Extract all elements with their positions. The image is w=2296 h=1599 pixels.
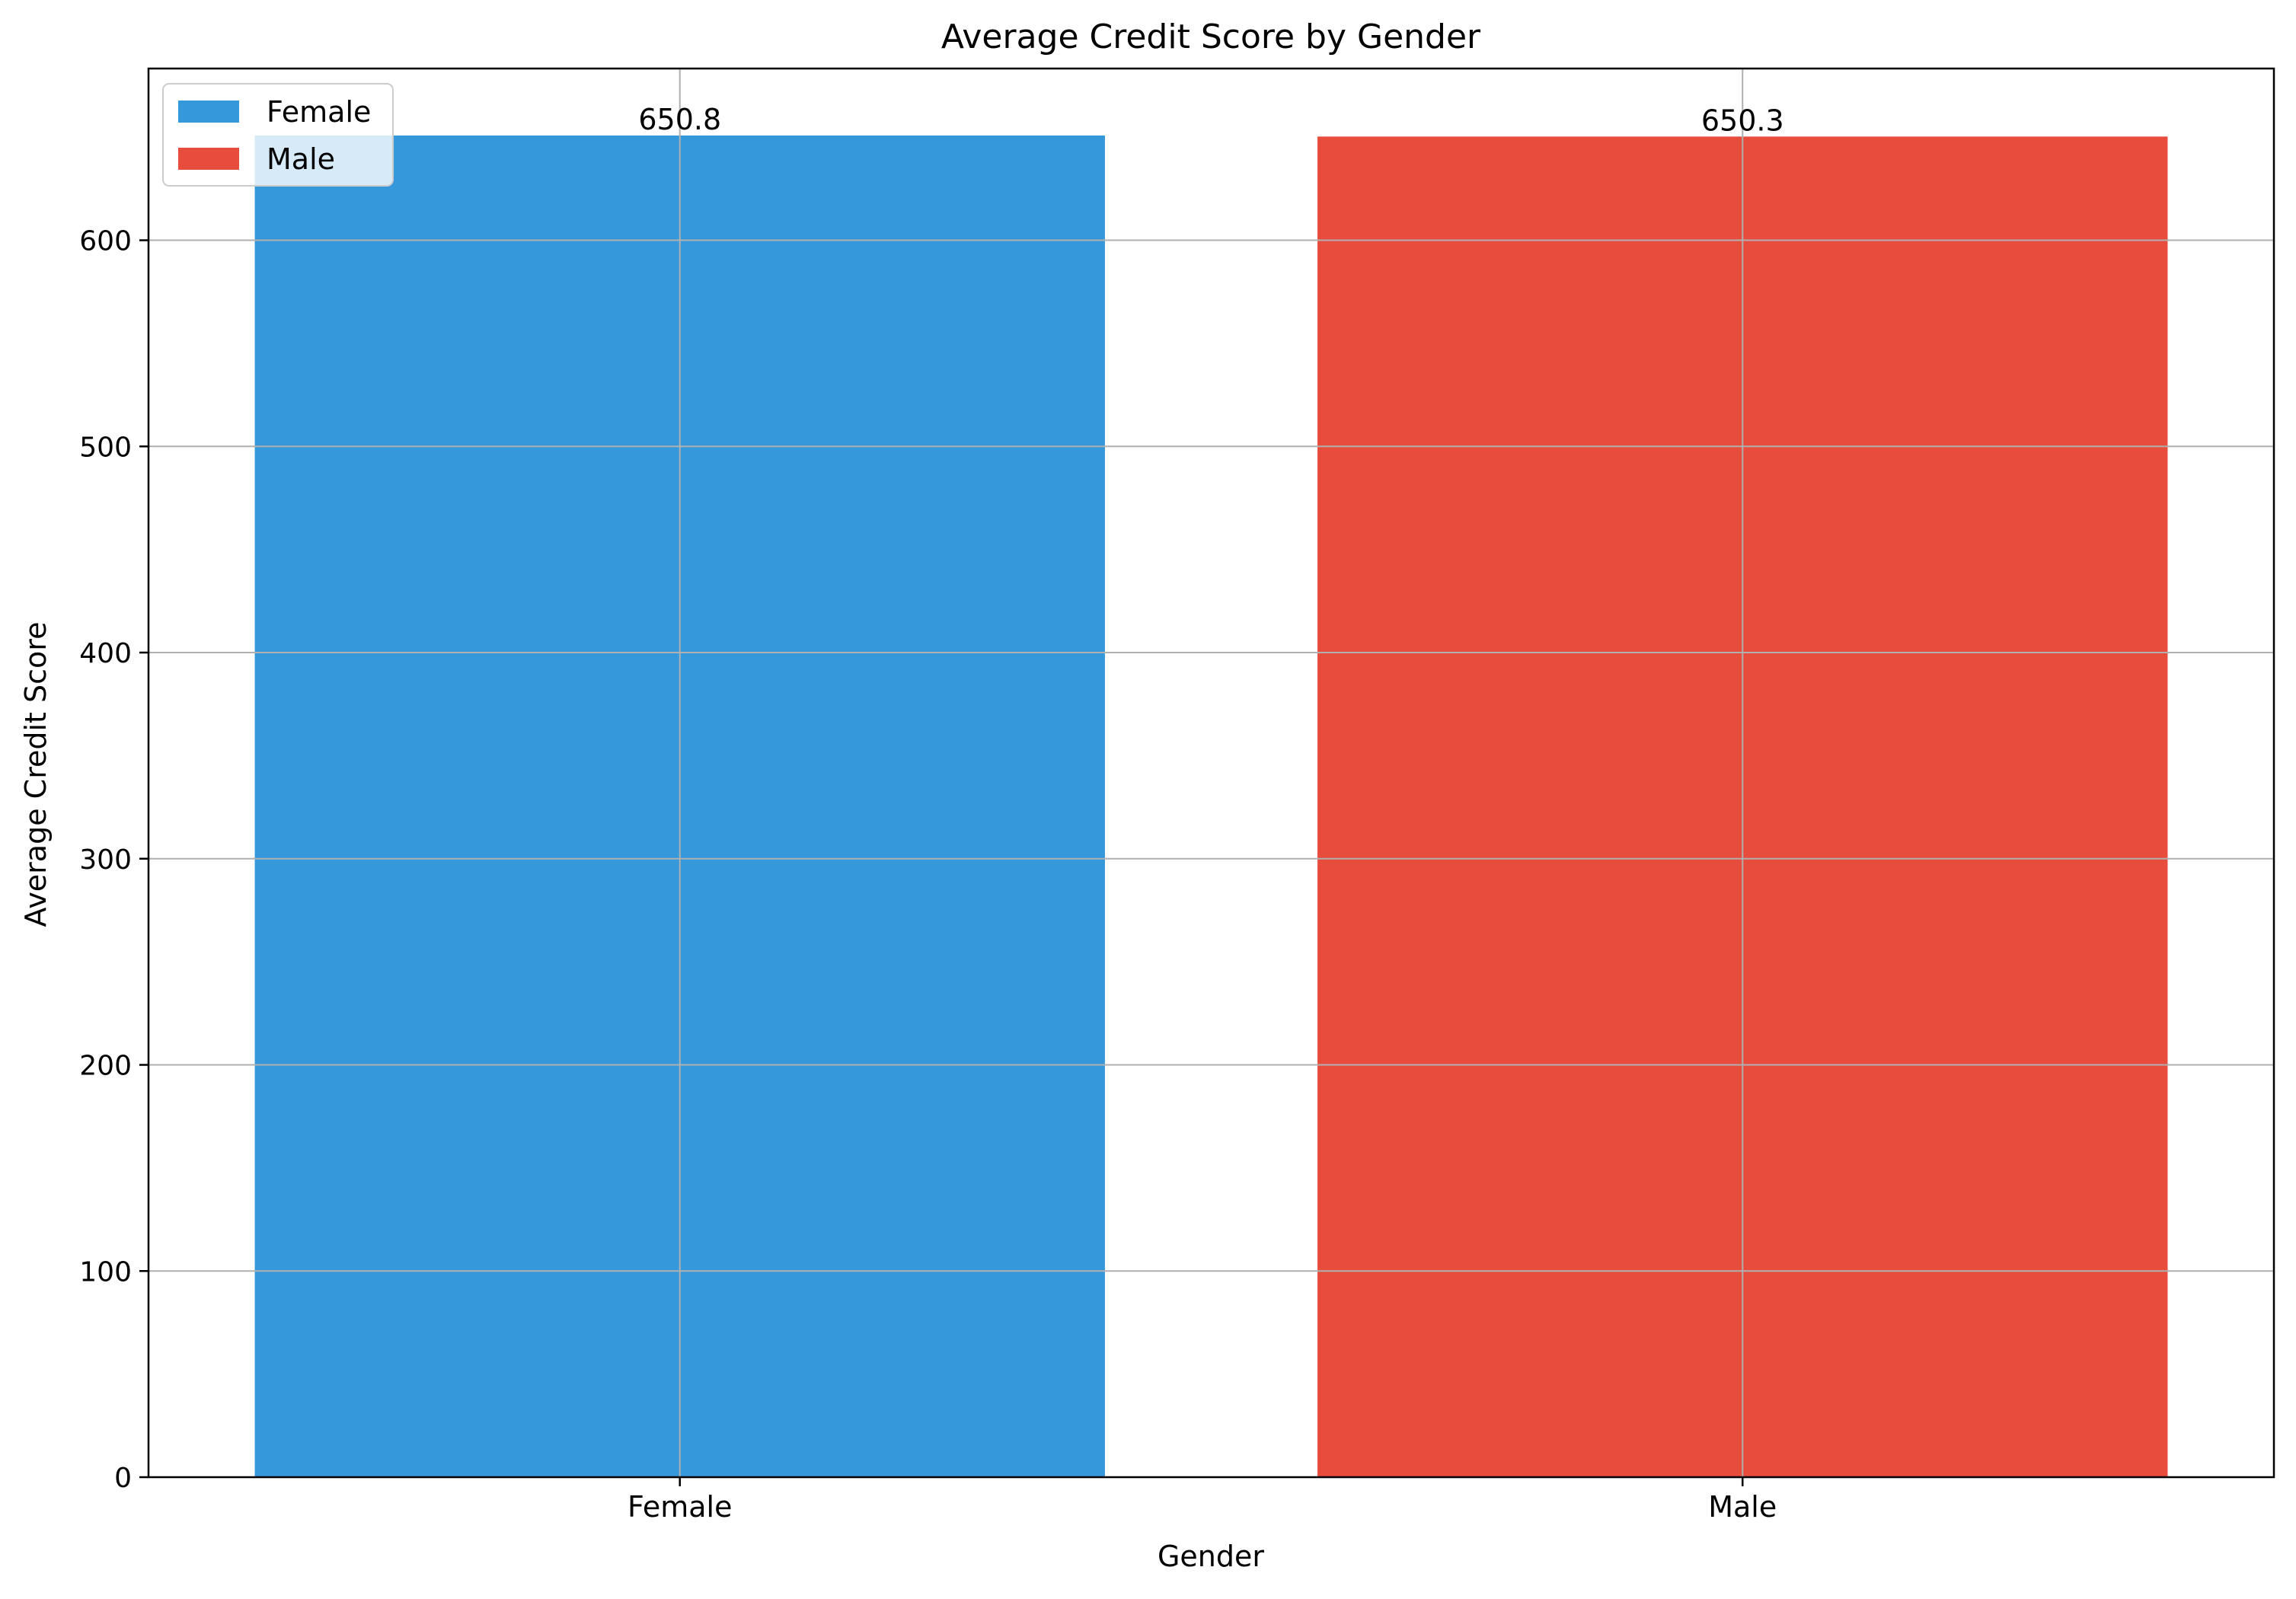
legend-entries: Female Male (178, 95, 371, 176)
y-tick-label: 100 (79, 1256, 132, 1288)
data-labels-layer: 650.8 650.3 (638, 103, 1783, 137)
plot-frame (147, 67, 2275, 1479)
x-tick-label: Male (1708, 1490, 1777, 1524)
legend-label-male: Male (267, 142, 335, 176)
data-label-male: 650.3 (1701, 104, 1784, 137)
y-tick-label: 300 (79, 844, 132, 876)
legend-swatch-male (178, 148, 239, 170)
ticks-layer: 0 100 200 300 400 500 600 Female Male (79, 226, 1777, 1524)
y-tick-label: 500 (79, 432, 132, 463)
y-axis-label: Average Credit Score (19, 622, 53, 927)
y-tick-label: 200 (79, 1051, 132, 1082)
legend: Female Male (162, 83, 394, 187)
chart-title: Average Credit Score by Gender (941, 18, 1481, 56)
legend-label-female: Female (267, 95, 371, 129)
data-label-female: 650.8 (638, 103, 721, 136)
y-tick-label: 400 (79, 638, 132, 669)
legend-swatch-female (178, 101, 239, 123)
x-axis-label: Gender (1158, 1540, 1264, 1573)
y-tick-label: 0 (114, 1463, 132, 1494)
y-tick-label: 600 (79, 226, 132, 257)
x-tick-label: Female (627, 1490, 732, 1524)
